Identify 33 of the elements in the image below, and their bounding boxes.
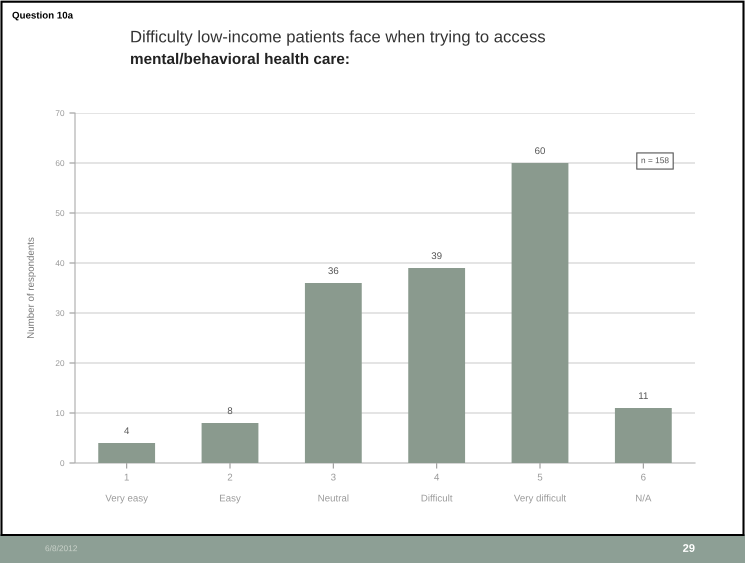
y-tick-label: 20 — [56, 360, 64, 366]
y-tick-label: 30 — [56, 310, 64, 316]
category-label: 1 Very easy — [105, 474, 148, 504]
bar — [304, 283, 362, 463]
annotation: n = 158 — [642, 157, 669, 164]
data-label: 60 — [535, 147, 546, 154]
category-label: 4 Difficult — [422, 474, 452, 502]
bar — [614, 408, 672, 463]
category-label: 5 Very difficult — [514, 474, 566, 504]
bar — [512, 163, 568, 463]
bar — [408, 268, 466, 463]
text: Question 10a — [12, 11, 74, 20]
y-tick-label: 60 — [56, 160, 64, 166]
bar — [98, 443, 156, 463]
data-label: 4 — [124, 427, 130, 434]
text: 29 — [683, 544, 695, 552]
chart-subtitle: mental/behavioral health care: — [131, 52, 348, 64]
y-tick-label: 70 — [56, 110, 64, 116]
text: 6/8/2012 — [45, 545, 78, 552]
chart-title: Difficulty low-income patients face when trying to access — [131, 30, 546, 46]
data-label: 39 — [432, 252, 442, 260]
y-tick-label: 10 — [56, 410, 64, 416]
data-label: 8 — [228, 407, 232, 414]
bar — [202, 423, 258, 463]
y-tick-label: 40 — [56, 260, 64, 266]
category-label: 2 Easy — [220, 474, 241, 504]
data-label: 36 — [328, 267, 338, 274]
category-label: 6 N/A — [636, 474, 652, 502]
y-tick-label: 0 — [60, 460, 64, 466]
data-label: 11 — [639, 392, 648, 400]
y-axis-title: Number of respondents — [26, 238, 36, 338]
category-label: 3 Neutral — [318, 474, 348, 502]
y-tick-label: 50 — [56, 210, 64, 216]
